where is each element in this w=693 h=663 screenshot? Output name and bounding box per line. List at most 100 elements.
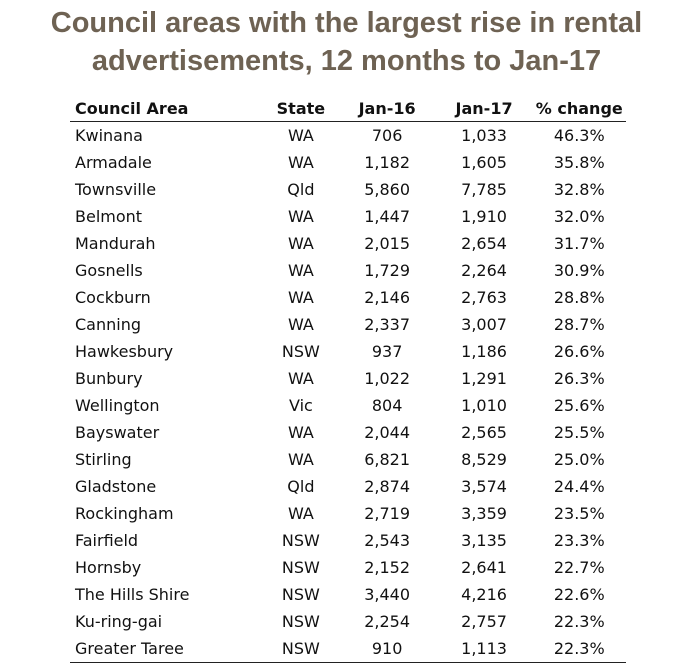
cell-jan-16: 5,860 bbox=[364, 180, 410, 199]
cell-percent-change: 25.5% bbox=[553, 423, 605, 442]
cell-jan-17: 1,910 bbox=[461, 207, 507, 226]
cell-jan-17: 2,264 bbox=[461, 261, 507, 280]
cell-council-area: Bayswater bbox=[75, 423, 160, 442]
cell-council-area: Wellington bbox=[75, 396, 160, 415]
cell-jan-16: 2,719 bbox=[364, 504, 410, 523]
cell-state: WA bbox=[287, 207, 314, 226]
rental-data-table: Council Area State Jan-16 Jan-17 % chang… bbox=[70, 95, 626, 663]
cell-state: Qld bbox=[287, 180, 315, 199]
table-header-row: Council Area State Jan-16 Jan-17 % chang… bbox=[70, 95, 626, 122]
header-jan-17: Jan-17 bbox=[435, 95, 533, 122]
chart-title-line-2: advertisements, 12 months to Jan-17 bbox=[91, 45, 602, 77]
cell-jan-17: 1,033 bbox=[461, 126, 507, 145]
cell-state: WA bbox=[287, 126, 314, 145]
cell-jan-16: 1,022 bbox=[364, 369, 410, 388]
cell-percent-change: 22.7% bbox=[553, 558, 605, 577]
cell-council-area: Kwinana bbox=[75, 126, 143, 145]
cell-council-area: Hornsby bbox=[75, 558, 142, 577]
cell-council-area: Cockburn bbox=[75, 288, 151, 307]
table-row: Bayswater WA 2,044 2,565 25.5% bbox=[70, 419, 626, 446]
cell-state: WA bbox=[287, 288, 314, 307]
cell-jan-16: 2,874 bbox=[364, 477, 410, 496]
table-row: Wellington Vic 804 1,010 25.6% bbox=[70, 392, 626, 419]
cell-percent-change: 23.3% bbox=[553, 531, 605, 550]
header-percent-change: % change bbox=[532, 95, 626, 122]
cell-jan-17: 7,785 bbox=[461, 180, 507, 199]
table-row: Townsville Qld 5,860 7,785 32.8% bbox=[70, 176, 626, 203]
cell-percent-change: 32.0% bbox=[553, 207, 605, 226]
cell-jan-16: 1,182 bbox=[364, 153, 410, 172]
cell-jan-16: 2,152 bbox=[364, 558, 410, 577]
cell-state: WA bbox=[287, 450, 314, 469]
table-row: Hawkesbury NSW 937 1,186 26.6% bbox=[70, 338, 626, 365]
cell-jan-16: 937 bbox=[371, 342, 403, 361]
cell-percent-change: 32.8% bbox=[553, 180, 605, 199]
table-row: Mandurah WA 2,015 2,654 31.7% bbox=[70, 230, 626, 257]
cell-percent-change: 35.8% bbox=[553, 153, 605, 172]
cell-jan-16: 2,254 bbox=[364, 612, 410, 631]
cell-jan-17: 1,186 bbox=[461, 342, 507, 361]
cell-jan-17: 2,565 bbox=[461, 423, 507, 442]
cell-council-area: Belmont bbox=[75, 207, 143, 226]
cell-state: WA bbox=[287, 261, 314, 280]
chart-title: Council areas with the largest rise in r… bbox=[0, 4, 693, 80]
cell-state: WA bbox=[287, 423, 314, 442]
cell-jan-16: 2,015 bbox=[364, 234, 410, 253]
cell-jan-17: 3,359 bbox=[461, 504, 507, 523]
header-state: State bbox=[263, 95, 339, 122]
cell-jan-17: 2,654 bbox=[461, 234, 507, 253]
cell-percent-change: 23.5% bbox=[553, 504, 605, 523]
cell-jan-17: 4,216 bbox=[461, 585, 507, 604]
cell-percent-change: 46.3% bbox=[553, 126, 605, 145]
cell-state: Vic bbox=[288, 396, 313, 415]
cell-percent-change: 22.3% bbox=[532, 635, 626, 663]
cell-state: WA bbox=[287, 504, 314, 523]
cell-jan-16: 706 bbox=[371, 126, 403, 145]
cell-council-area: The Hills Shire bbox=[75, 585, 190, 604]
cell-percent-change: 25.6% bbox=[553, 396, 605, 415]
cell-percent-change: 24.4% bbox=[553, 477, 605, 496]
table-row: Stirling WA 6,821 8,529 25.0% bbox=[70, 446, 626, 473]
cell-jan-17: 3,135 bbox=[461, 531, 507, 550]
cell-council-area: Ku-ring-gai bbox=[75, 612, 163, 631]
cell-jan-17: 1,605 bbox=[461, 153, 507, 172]
cell-percent-change: 28.7% bbox=[553, 315, 605, 334]
cell-percent-change: 22.3% bbox=[553, 612, 605, 631]
cell-jan-17: 1,291 bbox=[461, 369, 507, 388]
cell-council-area: Hawkesbury bbox=[75, 342, 174, 361]
cell-state: NSW bbox=[263, 635, 339, 663]
cell-state: WA bbox=[287, 315, 314, 334]
cell-jan-16: 910 bbox=[338, 635, 436, 663]
cell-percent-change: 26.6% bbox=[553, 342, 605, 361]
cell-percent-change: 22.6% bbox=[553, 585, 605, 604]
cell-jan-17: 3,574 bbox=[461, 477, 507, 496]
table-row: Armadale WA 1,182 1,605 35.8% bbox=[70, 149, 626, 176]
cell-state: WA bbox=[287, 234, 314, 253]
cell-state: NSW bbox=[281, 531, 320, 550]
cell-jan-16: 1,447 bbox=[364, 207, 410, 226]
cell-jan-16: 3,440 bbox=[364, 585, 410, 604]
cell-council-area: Mandurah bbox=[75, 234, 156, 253]
cell-council-area: Gosnells bbox=[75, 261, 143, 280]
cell-state: NSW bbox=[281, 612, 320, 631]
cell-jan-17: 2,763 bbox=[461, 288, 507, 307]
cell-jan-16: 2,146 bbox=[364, 288, 410, 307]
table-row: Rockingham WA 2,719 3,359 23.5% bbox=[70, 500, 626, 527]
table-row: Hornsby NSW 2,152 2,641 22.7% bbox=[70, 554, 626, 581]
cell-jan-17: 2,757 bbox=[461, 612, 507, 631]
cell-council-area: Bunbury bbox=[75, 369, 143, 388]
cell-state: Qld bbox=[287, 477, 315, 496]
header-jan-16: Jan-16 bbox=[338, 95, 436, 122]
cell-council-area: Greater Taree bbox=[70, 635, 264, 663]
table-row: Bunbury WA 1,022 1,291 26.3% bbox=[70, 365, 626, 392]
cell-jan-17: 1,010 bbox=[461, 396, 507, 415]
chart-title-line-1: Council areas with the largest rise in r… bbox=[50, 7, 643, 39]
cell-jan-16: 804 bbox=[371, 396, 403, 415]
cell-jan-17: 2,641 bbox=[461, 558, 507, 577]
cell-percent-change: 25.0% bbox=[553, 450, 605, 469]
cell-state: WA bbox=[287, 369, 314, 388]
table-row: Cockburn WA 2,146 2,763 28.8% bbox=[70, 284, 626, 311]
cell-council-area: Stirling bbox=[75, 450, 132, 469]
cell-jan-17: 8,529 bbox=[461, 450, 507, 469]
table-row: Greater Taree NSW 910 1,113 22.3% bbox=[70, 635, 626, 663]
